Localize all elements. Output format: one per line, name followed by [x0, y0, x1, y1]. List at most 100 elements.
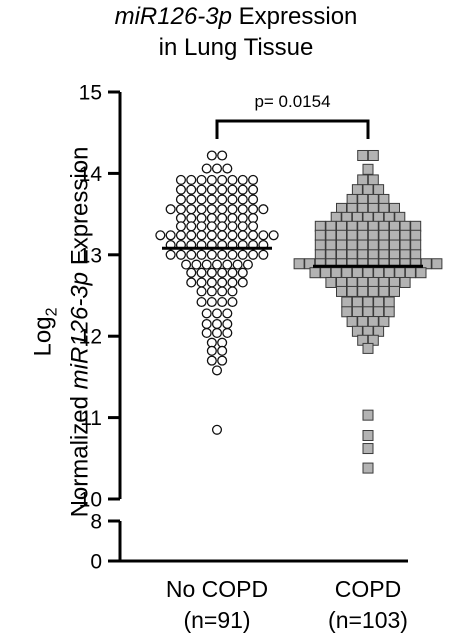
data-point-copd: [378, 316, 390, 328]
data-point-no-copd: [186, 267, 197, 278]
data-point-copd: [378, 285, 390, 297]
data-point-copd: [373, 267, 385, 279]
data-point-no-copd: [181, 259, 192, 270]
data-point-copd: [325, 239, 337, 251]
data-point-no-copd: [211, 365, 223, 376]
data-point-no-copd: [206, 174, 217, 185]
data-point-no-copd: [175, 184, 187, 195]
p-value-label: p= 0.0154: [254, 92, 330, 111]
title-gene-name: miR126-3p: [114, 3, 232, 30]
y-tick-label: 15: [79, 82, 102, 105]
significance-bracket: [215, 119, 370, 139]
data-point-copd: [362, 296, 374, 308]
data-point-copd: [314, 229, 326, 241]
data-point-no-copd: [196, 249, 207, 260]
data-point-no-copd: [175, 194, 187, 205]
data-point-no-copd: [211, 318, 223, 330]
data-point-no-copd: [242, 259, 253, 270]
data-point-no-copd: [217, 150, 228, 161]
data-point-copd: [357, 316, 369, 328]
data-point-no-copd: [222, 163, 233, 174]
data-point-no-copd: [211, 327, 223, 338]
data-point-no-copd: [237, 184, 248, 195]
x-category-no-copd: No COPD: [166, 576, 268, 602]
data-point-no-copd: [227, 213, 238, 224]
data-point-no-copd: [222, 318, 233, 330]
title-suffix: Expression: [232, 3, 358, 30]
data-point-copd: [325, 276, 337, 288]
data-point-no-copd: [258, 230, 269, 241]
data-point-copd: [373, 184, 385, 196]
data-point-no-copd: [237, 230, 248, 241]
data-point-no-copd: [206, 150, 217, 161]
data-point-no-copd: [211, 163, 223, 174]
data-point-no-copd: [227, 286, 238, 297]
data-point-copd: [362, 409, 374, 421]
data-point-no-copd: [206, 194, 217, 205]
data-point-copd: [389, 285, 400, 297]
data-point-copd: [399, 239, 411, 251]
data-point-copd: [336, 229, 347, 241]
data-point-copd: [389, 229, 400, 241]
data-point-no-copd: [175, 213, 187, 224]
data-point-copd: [346, 316, 358, 328]
data-point-no-copd: [201, 327, 212, 338]
data-point-copd: [330, 267, 342, 279]
data-point-copd: [415, 267, 427, 279]
data-point-copd: [431, 258, 443, 270]
data-point-no-copd: [206, 213, 217, 224]
y-tick-label: 0: [90, 551, 102, 574]
data-point-no-copd: [237, 267, 248, 278]
data-point-copd: [320, 267, 332, 279]
data-point-no-copd: [196, 277, 207, 288]
data-point-no-copd: [227, 249, 238, 260]
data-point-no-copd: [232, 259, 243, 270]
data-point-copd: [410, 239, 422, 251]
data-point-no-copd: [186, 194, 197, 205]
data-point-no-copd: [196, 184, 207, 195]
data-point-no-copd: [237, 174, 248, 185]
data-point-copd: [383, 296, 395, 308]
data-point-copd: [351, 296, 363, 308]
data-point-no-copd: [217, 174, 228, 185]
data-point-no-copd: [217, 267, 228, 278]
data-point-copd: [362, 267, 374, 279]
data-point-no-copd: [237, 221, 248, 232]
chart-title-line1: miR126-3p Expression: [0, 2, 472, 32]
data-point-no-copd: [175, 221, 187, 232]
data-point-copd: [357, 174, 369, 186]
y-tick-label: 10: [79, 489, 102, 512]
data-point-no-copd: [248, 221, 259, 232]
data-point-copd: [378, 239, 390, 251]
data-point-no-copd: [196, 204, 207, 215]
data-point-no-copd: [227, 204, 238, 215]
data-point-no-copd: [211, 308, 223, 319]
data-point-no-copd: [217, 221, 228, 232]
data-point-no-copd: [237, 249, 248, 260]
data-point-copd: [362, 306, 374, 318]
data-point-no-copd: [155, 230, 166, 241]
data-point-copd: [314, 239, 326, 251]
data-point-copd: [357, 285, 369, 297]
data-point-no-copd: [227, 184, 238, 195]
data-point-no-copd: [217, 213, 228, 224]
data-point-no-copd: [258, 249, 269, 260]
chart-title-line2: in Lung Tissue: [158, 34, 314, 61]
data-point-no-copd: [222, 327, 233, 338]
data-point-no-copd: [206, 230, 217, 241]
data-point-no-copd: [248, 230, 259, 241]
data-point-no-copd: [196, 174, 207, 185]
data-point-no-copd: [248, 174, 259, 185]
y-tick-label: 13: [79, 244, 102, 267]
data-point-copd: [410, 229, 422, 241]
data-point-copd: [367, 316, 379, 328]
data-point-no-copd: [201, 308, 212, 319]
data-point-copd: [293, 258, 305, 270]
data-point-copd: [357, 239, 369, 251]
data-point-no-copd: [217, 277, 228, 288]
data-point-no-copd: [196, 194, 207, 205]
data-point-copd: [389, 239, 400, 251]
y-tick-label: 14: [79, 163, 103, 186]
data-point-no-copd: [186, 277, 197, 288]
data-point-copd: [394, 267, 406, 279]
